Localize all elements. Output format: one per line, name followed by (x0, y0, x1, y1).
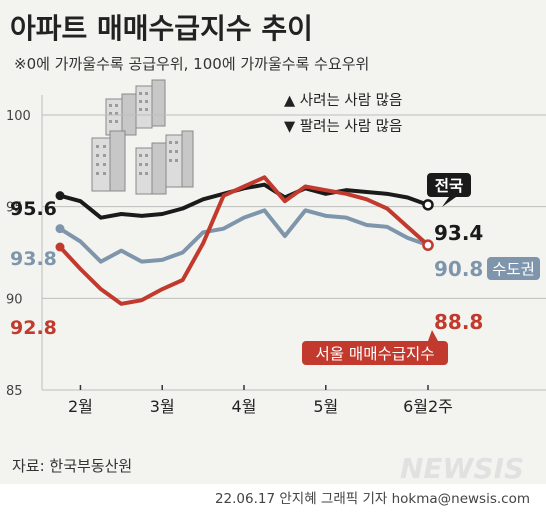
series-start-point-1 (55, 224, 65, 234)
newsis-watermark: NEWSIS (400, 452, 524, 485)
series-end-label-0: 93.4 (434, 221, 483, 245)
series-tag-label-0: 전국 (435, 177, 464, 195)
chart-subtitle: ※0에 가까울수록 공급우위, 100에 가까울수록 수요우위 (14, 55, 369, 73)
series-tag-label-1: 수도권 (492, 261, 535, 279)
y-tick-label: 100 (6, 109, 31, 124)
series-tag-bg-1 (487, 257, 540, 280)
series-line-1 (58, 208, 430, 264)
grid: 85 90 95 100 2월 3월 4월 5월 6월2주 (6, 95, 546, 416)
apartment-buildings-icon (91, 79, 194, 195)
series-tag-bg-0 (427, 173, 471, 197)
x-tick-label: 4월 (232, 397, 257, 416)
legend-buyers: ▲ 사려는 사람 많음 (284, 92, 402, 109)
y-tick-label: 85 (6, 384, 23, 399)
x-tick-label: 6월2주 (403, 397, 453, 416)
x-tick-label: 2월 (68, 397, 93, 416)
legend-sellers: ▼ 팔려는 사람 많음 (284, 118, 402, 135)
series (55, 175, 434, 306)
chart-panel (0, 0, 546, 484)
series-start-label-0: 95.6 (10, 198, 57, 220)
series-tag-bg-2 (302, 341, 448, 365)
series-tag-pointer-2 (428, 330, 438, 341)
y-tick-label: 95 (6, 201, 23, 216)
series-end-point-2 (422, 239, 434, 251)
series-start-label-2: 92.8 (10, 317, 57, 339)
series-start-point-2 (55, 242, 65, 252)
source-note: 자료: 한국부동산원 (12, 457, 132, 475)
credit-line: 22.06.17 안지혜 그래픽 기자 hokma@newsis.com (215, 491, 530, 507)
series-tag-label-2: 서울 매매수급지수 (315, 345, 434, 363)
x-tick-label: 3월 (150, 397, 175, 416)
series-end-label-2: 88.8 (434, 310, 483, 334)
series-end-label-1: 90.8 (434, 257, 483, 281)
footer (0, 484, 546, 513)
series-line-2 (58, 175, 430, 306)
chart-title: 아파트 매매수급지수 추이 (10, 12, 313, 45)
x-tick-label: 5월 (313, 397, 338, 416)
series-start-point-0 (55, 191, 65, 201)
series-end-point-0 (422, 199, 434, 211)
series-start-label-1: 93.8 (10, 248, 57, 270)
y-tick-label: 90 (6, 292, 23, 307)
series-tag-pointer-0 (442, 197, 456, 207)
